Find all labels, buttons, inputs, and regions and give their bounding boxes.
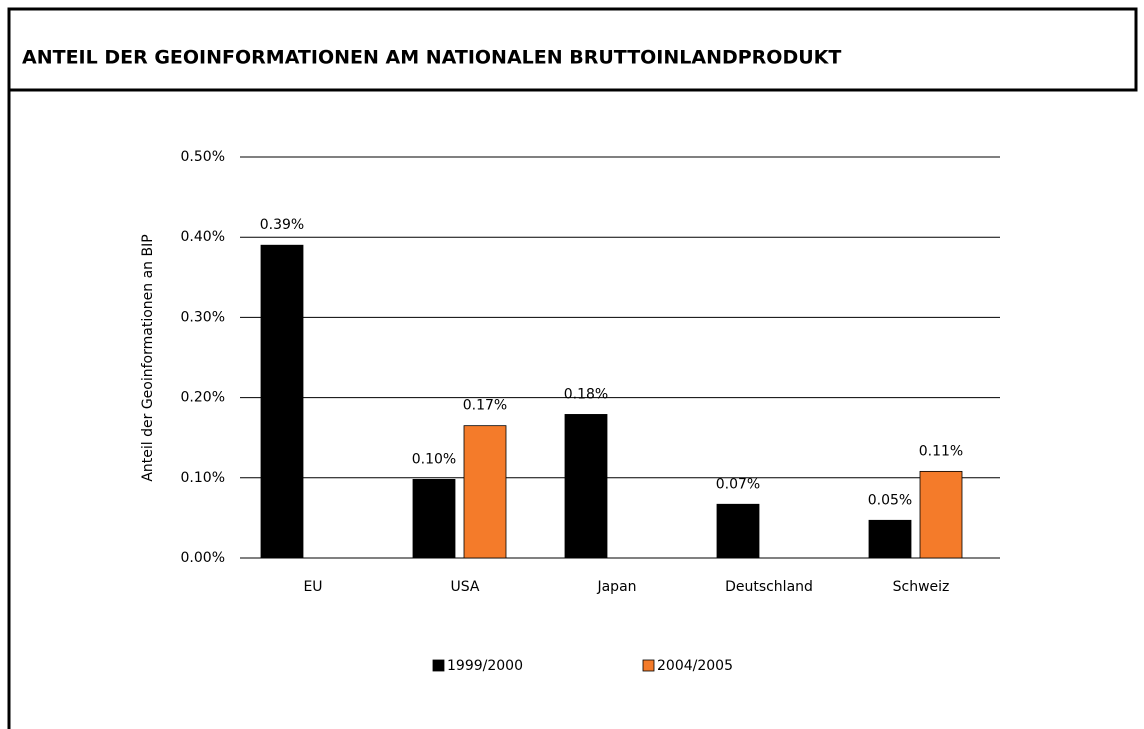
bar: [412, 479, 456, 559]
y-tick-label: 0.20%: [181, 390, 225, 406]
data-label: 0.17%: [463, 398, 507, 414]
bar: [463, 425, 507, 559]
data-label: 0.39%: [260, 217, 304, 233]
title-box: [7, 7, 1138, 92]
y-axis-label: Anteil der Geoinformationen an BIP: [140, 234, 156, 481]
y-tick-label: 0.50%: [181, 149, 225, 165]
data-label: 0.10%: [412, 451, 456, 467]
y-tick-label: 0.10%: [181, 470, 225, 486]
data-label: 0.18%: [564, 386, 608, 402]
x-tick-label: USA: [451, 579, 480, 595]
y-tick-label: 0.40%: [181, 229, 225, 245]
y-tick-label: 0.00%: [181, 550, 225, 566]
x-tick-label: Deutschland: [725, 579, 813, 595]
chart-title: ANTEIL DER GEOINFORMATIONEN AM NATIONALE…: [22, 47, 841, 69]
legend-label: 1999/2000: [447, 658, 523, 674]
data-label: 0.05%: [868, 492, 912, 508]
x-tick-label: Schweiz: [893, 579, 950, 595]
x-tick-label: EU: [303, 579, 322, 595]
bar: [564, 414, 608, 559]
data-label: 0.11%: [919, 443, 963, 459]
data-label: 0.07%: [716, 476, 760, 492]
bar: [868, 519, 912, 559]
legend-label: 2004/2005: [657, 658, 733, 674]
y-tick-label: 0.30%: [181, 309, 225, 325]
x-tick-label: Japan: [596, 579, 636, 595]
bar: [260, 244, 304, 559]
bar: [919, 470, 963, 559]
bar: [716, 503, 760, 559]
legend-swatch: [642, 659, 655, 672]
legend-swatch: [432, 659, 445, 672]
